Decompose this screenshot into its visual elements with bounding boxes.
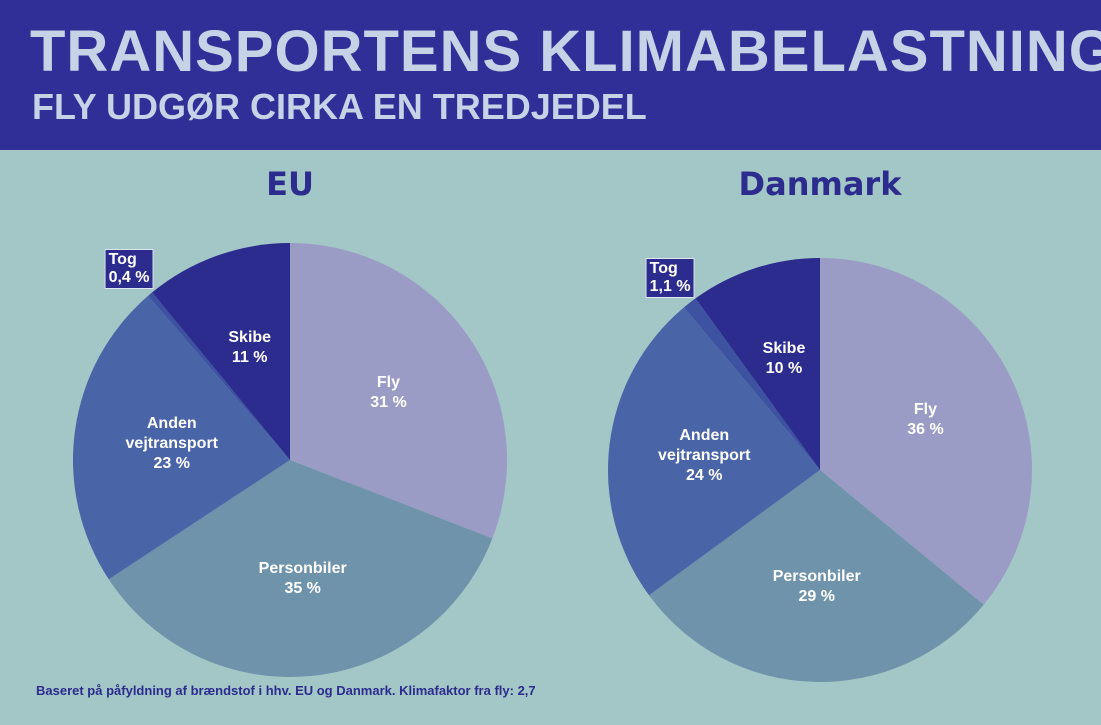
title: TRANSPORTENS KLIMABELASTNING xyxy=(30,19,1101,84)
slice-value: 36 % xyxy=(907,421,944,439)
pie-slice xyxy=(608,307,820,596)
slice-name: Personbiler xyxy=(772,567,861,585)
chart-title: Danmark xyxy=(739,165,903,203)
slice-value: 31 % xyxy=(370,393,407,411)
slice-label: Personbiler 29 % xyxy=(752,567,882,607)
pie-slice xyxy=(683,298,820,470)
slice-value: 1,1 % xyxy=(649,277,691,295)
slice-label: Fly 31 % xyxy=(323,373,453,413)
pie-slice xyxy=(147,292,290,460)
slice-name: Tog xyxy=(649,259,678,277)
slice-name: Skibe xyxy=(762,340,806,358)
slice-value: 23 % xyxy=(153,454,190,472)
slice-label: Tog 0,4 % xyxy=(104,249,154,290)
slice-label: Skibe 11 % xyxy=(185,328,315,368)
pie-slice xyxy=(648,470,984,682)
slice-label: Anden vejtransport 24 % xyxy=(639,426,769,486)
slice-value: 29 % xyxy=(798,587,835,605)
slice-label: Fly 36 % xyxy=(860,400,990,440)
header: TRANSPORTENS KLIMABELASTNING FLY UDGØR C… xyxy=(0,0,1101,150)
footnote: Baseret på påfyldning af brændstof i hhv… xyxy=(36,683,536,698)
pie-slice xyxy=(290,243,507,539)
slice-name: Tog xyxy=(108,251,137,269)
chart-title: EU xyxy=(266,165,314,203)
slice-label: Skibe 10 % xyxy=(719,339,849,379)
slice-value: 11 % xyxy=(231,348,268,366)
slice-label: Anden vejtransport 23 % xyxy=(107,414,237,474)
slice-name: Fly xyxy=(376,373,400,391)
pie-slice xyxy=(695,258,820,470)
slice-name: Personbiler xyxy=(258,559,347,577)
slice-name: Anden vejtransport xyxy=(125,414,218,452)
pie-slice xyxy=(820,258,1032,605)
slice-name: Fly xyxy=(913,401,937,419)
pie-slice xyxy=(108,460,493,677)
slice-value: 35 % xyxy=(284,579,321,597)
slice-value: 0,4 % xyxy=(108,269,150,287)
slice-label: Tog 1,1 % xyxy=(645,257,695,298)
subtitle: FLY UDGØR CIRKA EN TREDJEDEL xyxy=(32,86,647,127)
slice-name: Anden vejtransport xyxy=(658,426,751,464)
pie-slice xyxy=(152,243,290,460)
pie-slice xyxy=(72,295,290,580)
slice-value: 24 % xyxy=(686,466,723,484)
slice-value: 10 % xyxy=(765,360,803,378)
slice-name: Skibe xyxy=(228,328,272,346)
slice-label: Personbiler 35 % xyxy=(238,559,368,599)
